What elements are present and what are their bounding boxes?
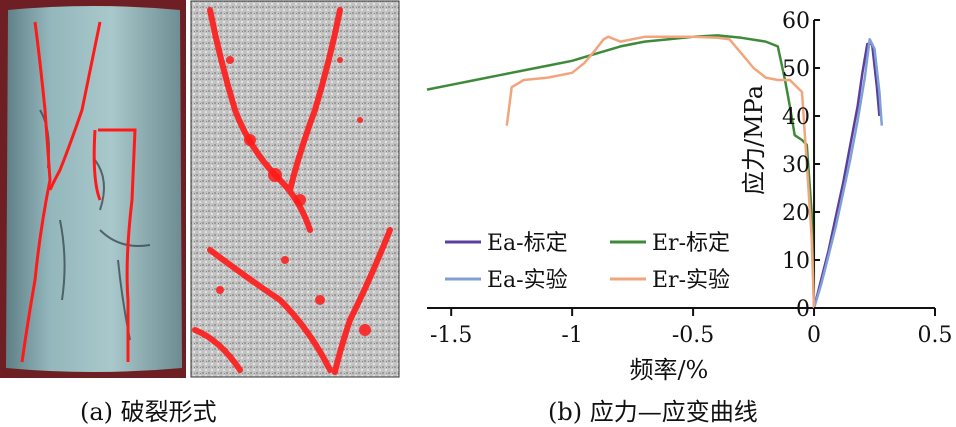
series-line-4 [505, 35, 816, 309]
legend-label-1: Ea-标定 [487, 231, 568, 256]
legend-label-4: Er-实验 [652, 268, 730, 293]
y-axis-label: 应力/MPa [740, 85, 768, 195]
crack-distribution-map [190, 0, 400, 378]
y-tick-label: 50 [782, 57, 810, 82]
y-tick-label: 0 [796, 297, 810, 322]
x-tick-label: -1.5 [430, 323, 472, 348]
chart-axes [427, 20, 935, 309]
caption-stress-strain-curve: (b) 应力—应变曲线 [548, 398, 758, 426]
crack-trace-lines [20, 21, 137, 363]
chart-legend: Ea-标定 Er-标定 Ea-实验 Er-实验 [445, 231, 730, 293]
specimen-photo [0, 0, 186, 378]
chart-series [426, 34, 884, 309]
series-line-3 [812, 37, 884, 309]
x-tick-label: 0.5 [918, 323, 952, 348]
x-tick-label: 0 [807, 323, 821, 348]
y-tick-label: 30 [782, 153, 810, 178]
x-axis-label: 频率/% [629, 356, 708, 384]
y-tick-label: 10 [782, 249, 810, 274]
y-tick-label: 40 [782, 105, 810, 130]
caption-fracture-pattern: (a) 破裂形式 [80, 398, 217, 426]
x-tick-label: -1 [561, 323, 582, 348]
y-tick-label: 20 [782, 201, 810, 226]
chart-ticks: -1.5 -1 -0.5 0 0.5 0 10 20 30 40 50 60 [430, 9, 951, 348]
y-tick-label: 60 [782, 9, 810, 34]
legend-label-3: Ea-实验 [487, 268, 568, 293]
legend-label-2: Er-标定 [652, 231, 730, 256]
x-tick-label: -0.5 [672, 323, 714, 348]
